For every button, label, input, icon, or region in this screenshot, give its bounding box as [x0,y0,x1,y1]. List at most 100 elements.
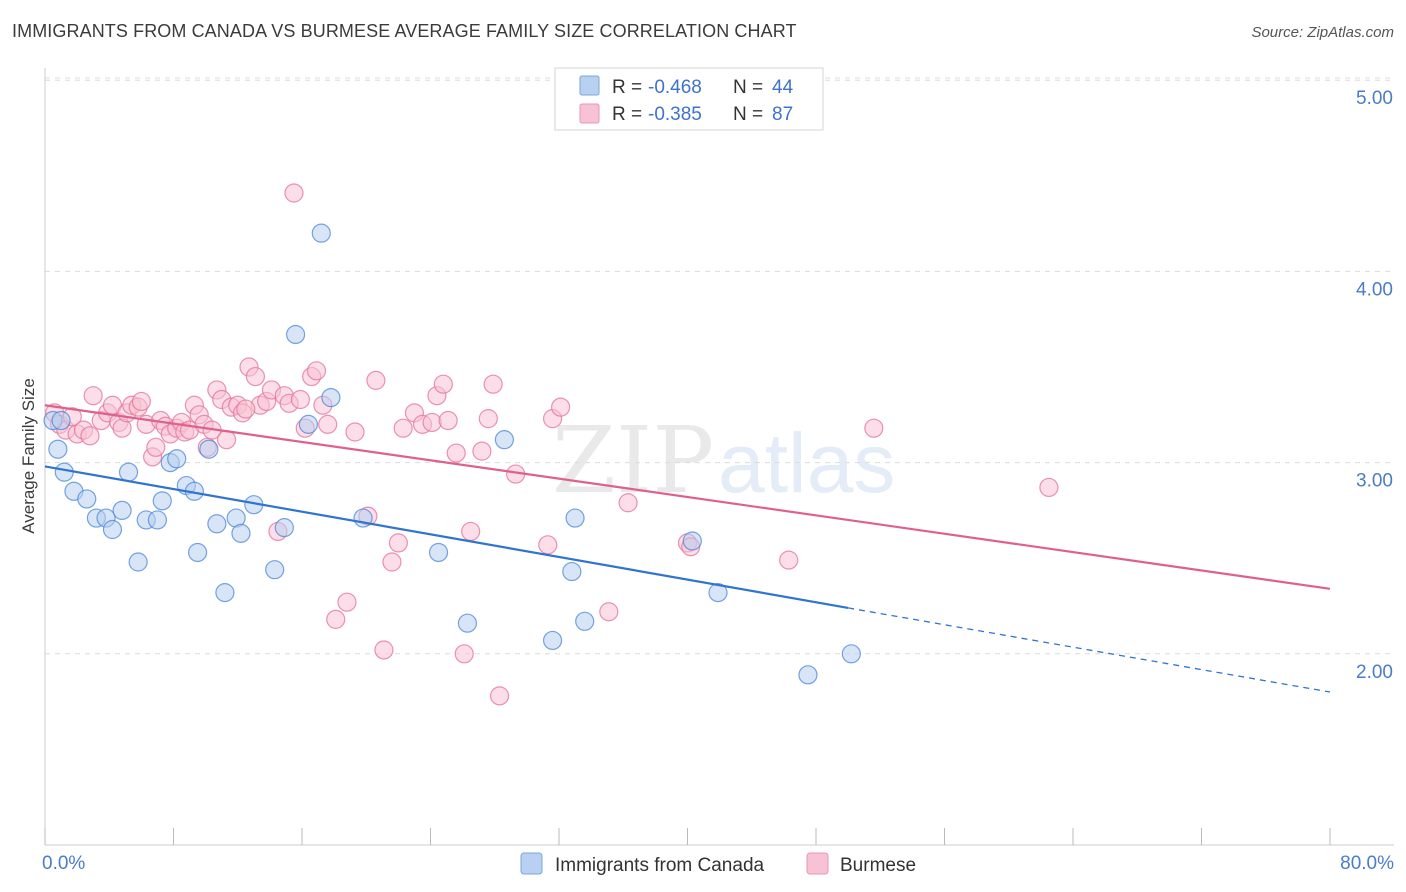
stats-n-label-canada: N = [733,77,763,98]
burmese-point [599,602,619,622]
series-legend: Immigrants from Canada Burmese [520,852,916,876]
canada-point [798,665,818,685]
burmese-point [1039,477,1059,498]
stats-n-label-burmese: N = [733,104,763,125]
burmese-point [483,374,503,394]
y-axis-title: Average Family Size [19,378,38,534]
burmese-point [538,535,558,555]
trend-lines [44,404,1331,693]
stats-legend-box [554,67,824,131]
canada-point [562,561,582,582]
burmese-point [438,410,458,431]
canada-point [298,414,319,434]
canada-point [118,462,139,482]
canada-trend-line [44,465,849,609]
stats-legend-swatch-canada [579,75,600,96]
burmese-point [433,374,453,394]
canada-point [321,387,341,408]
canada-point [215,583,235,603]
burmese-point [146,437,166,457]
canada-point [841,644,861,664]
canada-point [207,514,227,534]
canada-point [285,324,306,345]
burmese-point [618,493,638,513]
burmese-point [216,430,237,450]
canada-point [565,508,585,528]
stats-r-value-burmese: -0.385 [648,104,702,125]
legend-label-burmese: Burmese [840,855,916,876]
burmese-point [366,370,386,390]
burmese-point [318,414,338,434]
burmese-point [551,397,571,417]
source-credit: Source: ZipAtlas.com [1251,24,1394,41]
burmese-point [284,183,304,203]
canada-point [128,552,148,572]
stats-legend: R = -0.468 N = 44 R = -0.385 N = 87 [554,67,824,131]
burmese-point [382,552,402,572]
legend-swatch-canada [520,852,543,875]
canada-point [265,560,285,580]
canada-point [187,542,208,563]
burmese-point [779,550,799,570]
burmese-point [472,441,492,461]
canada-point [112,500,132,520]
canada-point [102,519,123,540]
canada-point [311,223,331,243]
stats-r-value-canada: -0.468 [648,77,702,98]
stats-r-label-canada: R = [612,77,642,98]
canada-trend-extension [848,607,1331,693]
series-canada-points [43,223,861,685]
stats-n-value-burmese: 87 [772,104,793,125]
canada-point [457,613,478,633]
burmese-point [80,426,100,446]
burmese-point [446,443,466,463]
watermark: ZIP atlas [552,407,895,514]
canada-point [51,410,71,431]
burmese-point [374,640,394,660]
canada-point [494,430,514,450]
y-tick-label: 5.00 [1356,88,1393,109]
burmese-trend-line [44,404,1331,590]
burmese-point [83,386,103,406]
y-tick-label: 4.00 [1356,279,1393,300]
burmese-point [131,391,151,412]
stats-r-label-burmese: R = [612,104,642,125]
canada-point [48,439,68,459]
y-tick-labels: 2.00 3.00 4.00 5.00 [1356,88,1393,683]
stats-legend-swatch-burmese [579,103,600,124]
canada-point [199,439,219,459]
canada-point [428,542,449,563]
canada-point [708,583,728,603]
burmese-point [478,409,498,429]
burmese-point [236,399,256,419]
burmese-point [306,361,327,381]
canada-point [147,510,168,530]
burmese-point [489,686,510,706]
burmese-point [454,644,474,664]
burmese-point [393,418,413,438]
burmese-point [422,412,442,433]
stats-n-value-canada: 44 [772,77,794,98]
burmese-point [345,422,365,442]
canada-point [152,491,172,511]
burmese-point [290,389,310,410]
canada-point [77,489,97,509]
legend-swatch-burmese [806,852,829,875]
chart-title: IMMIGRANTS FROM CANADA VS BURMESE AVERAG… [12,21,797,41]
burmese-point [864,418,884,438]
legend-label-canada: Immigrants from Canada [555,855,765,876]
burmese-point [245,366,266,387]
canada-point [167,449,187,469]
y-tick-label: 3.00 [1356,471,1393,492]
y-tick-label: 2.00 [1356,662,1393,683]
burmese-point [388,533,408,553]
canada-point [231,523,251,543]
x-tick-labels: 0.0% 80.0% [42,853,1394,874]
burmese-point [326,609,346,629]
canada-point [575,611,595,631]
axes [44,68,1394,846]
canada-point [542,630,563,651]
burmese-point [337,592,357,612]
canada-point [54,462,74,482]
